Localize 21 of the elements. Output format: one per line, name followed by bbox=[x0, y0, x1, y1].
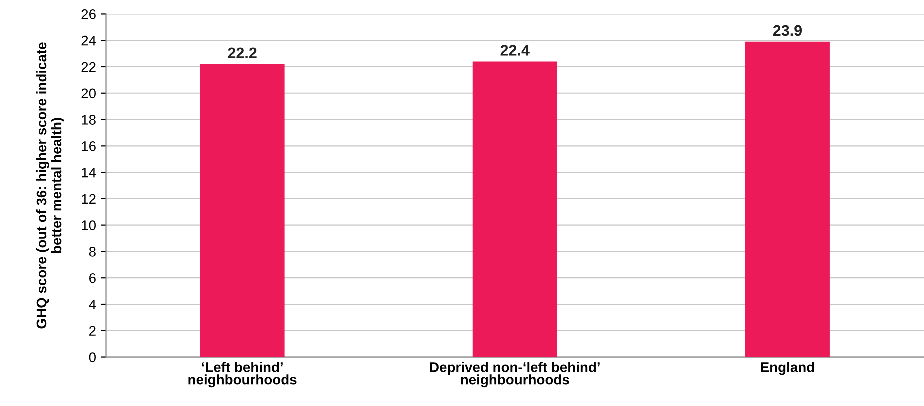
y-tick-label: 10 bbox=[82, 220, 96, 230]
y-tick-label: 14 bbox=[82, 168, 96, 178]
y-tick-label: 20 bbox=[82, 88, 96, 99]
y-tick-label: 4 bbox=[89, 300, 96, 310]
x-tick-label: England bbox=[761, 362, 814, 376]
y-tick-label: 2 bbox=[90, 326, 96, 336]
y-tick-label: 24 bbox=[82, 36, 96, 46]
y-tick-label: 0 bbox=[89, 352, 96, 362]
x-tick-label: ‘Left behind’ neighbourhoods bbox=[188, 362, 297, 388]
data-label: 22.4 bbox=[500, 45, 530, 56]
y-tick-label: 12 bbox=[82, 194, 96, 204]
data-label: 22.2 bbox=[228, 48, 257, 58]
y-tick-label: 16 bbox=[82, 141, 96, 152]
y-axis-title: GHQ score (out of 36: higher score indicate better mental health) bbox=[36, 42, 64, 329]
y-tick-label: 26 bbox=[82, 10, 96, 20]
y-tick-label: 8 bbox=[89, 247, 96, 257]
x-tick-label: Deprived non-‘left behind’ neighbourhoods bbox=[430, 362, 600, 388]
data-label: 23.9 bbox=[773, 25, 802, 36]
y-tick-label: 22 bbox=[82, 62, 96, 72]
y-tick-label: 6 bbox=[90, 273, 96, 284]
y-tick-label: 18 bbox=[82, 115, 96, 125]
